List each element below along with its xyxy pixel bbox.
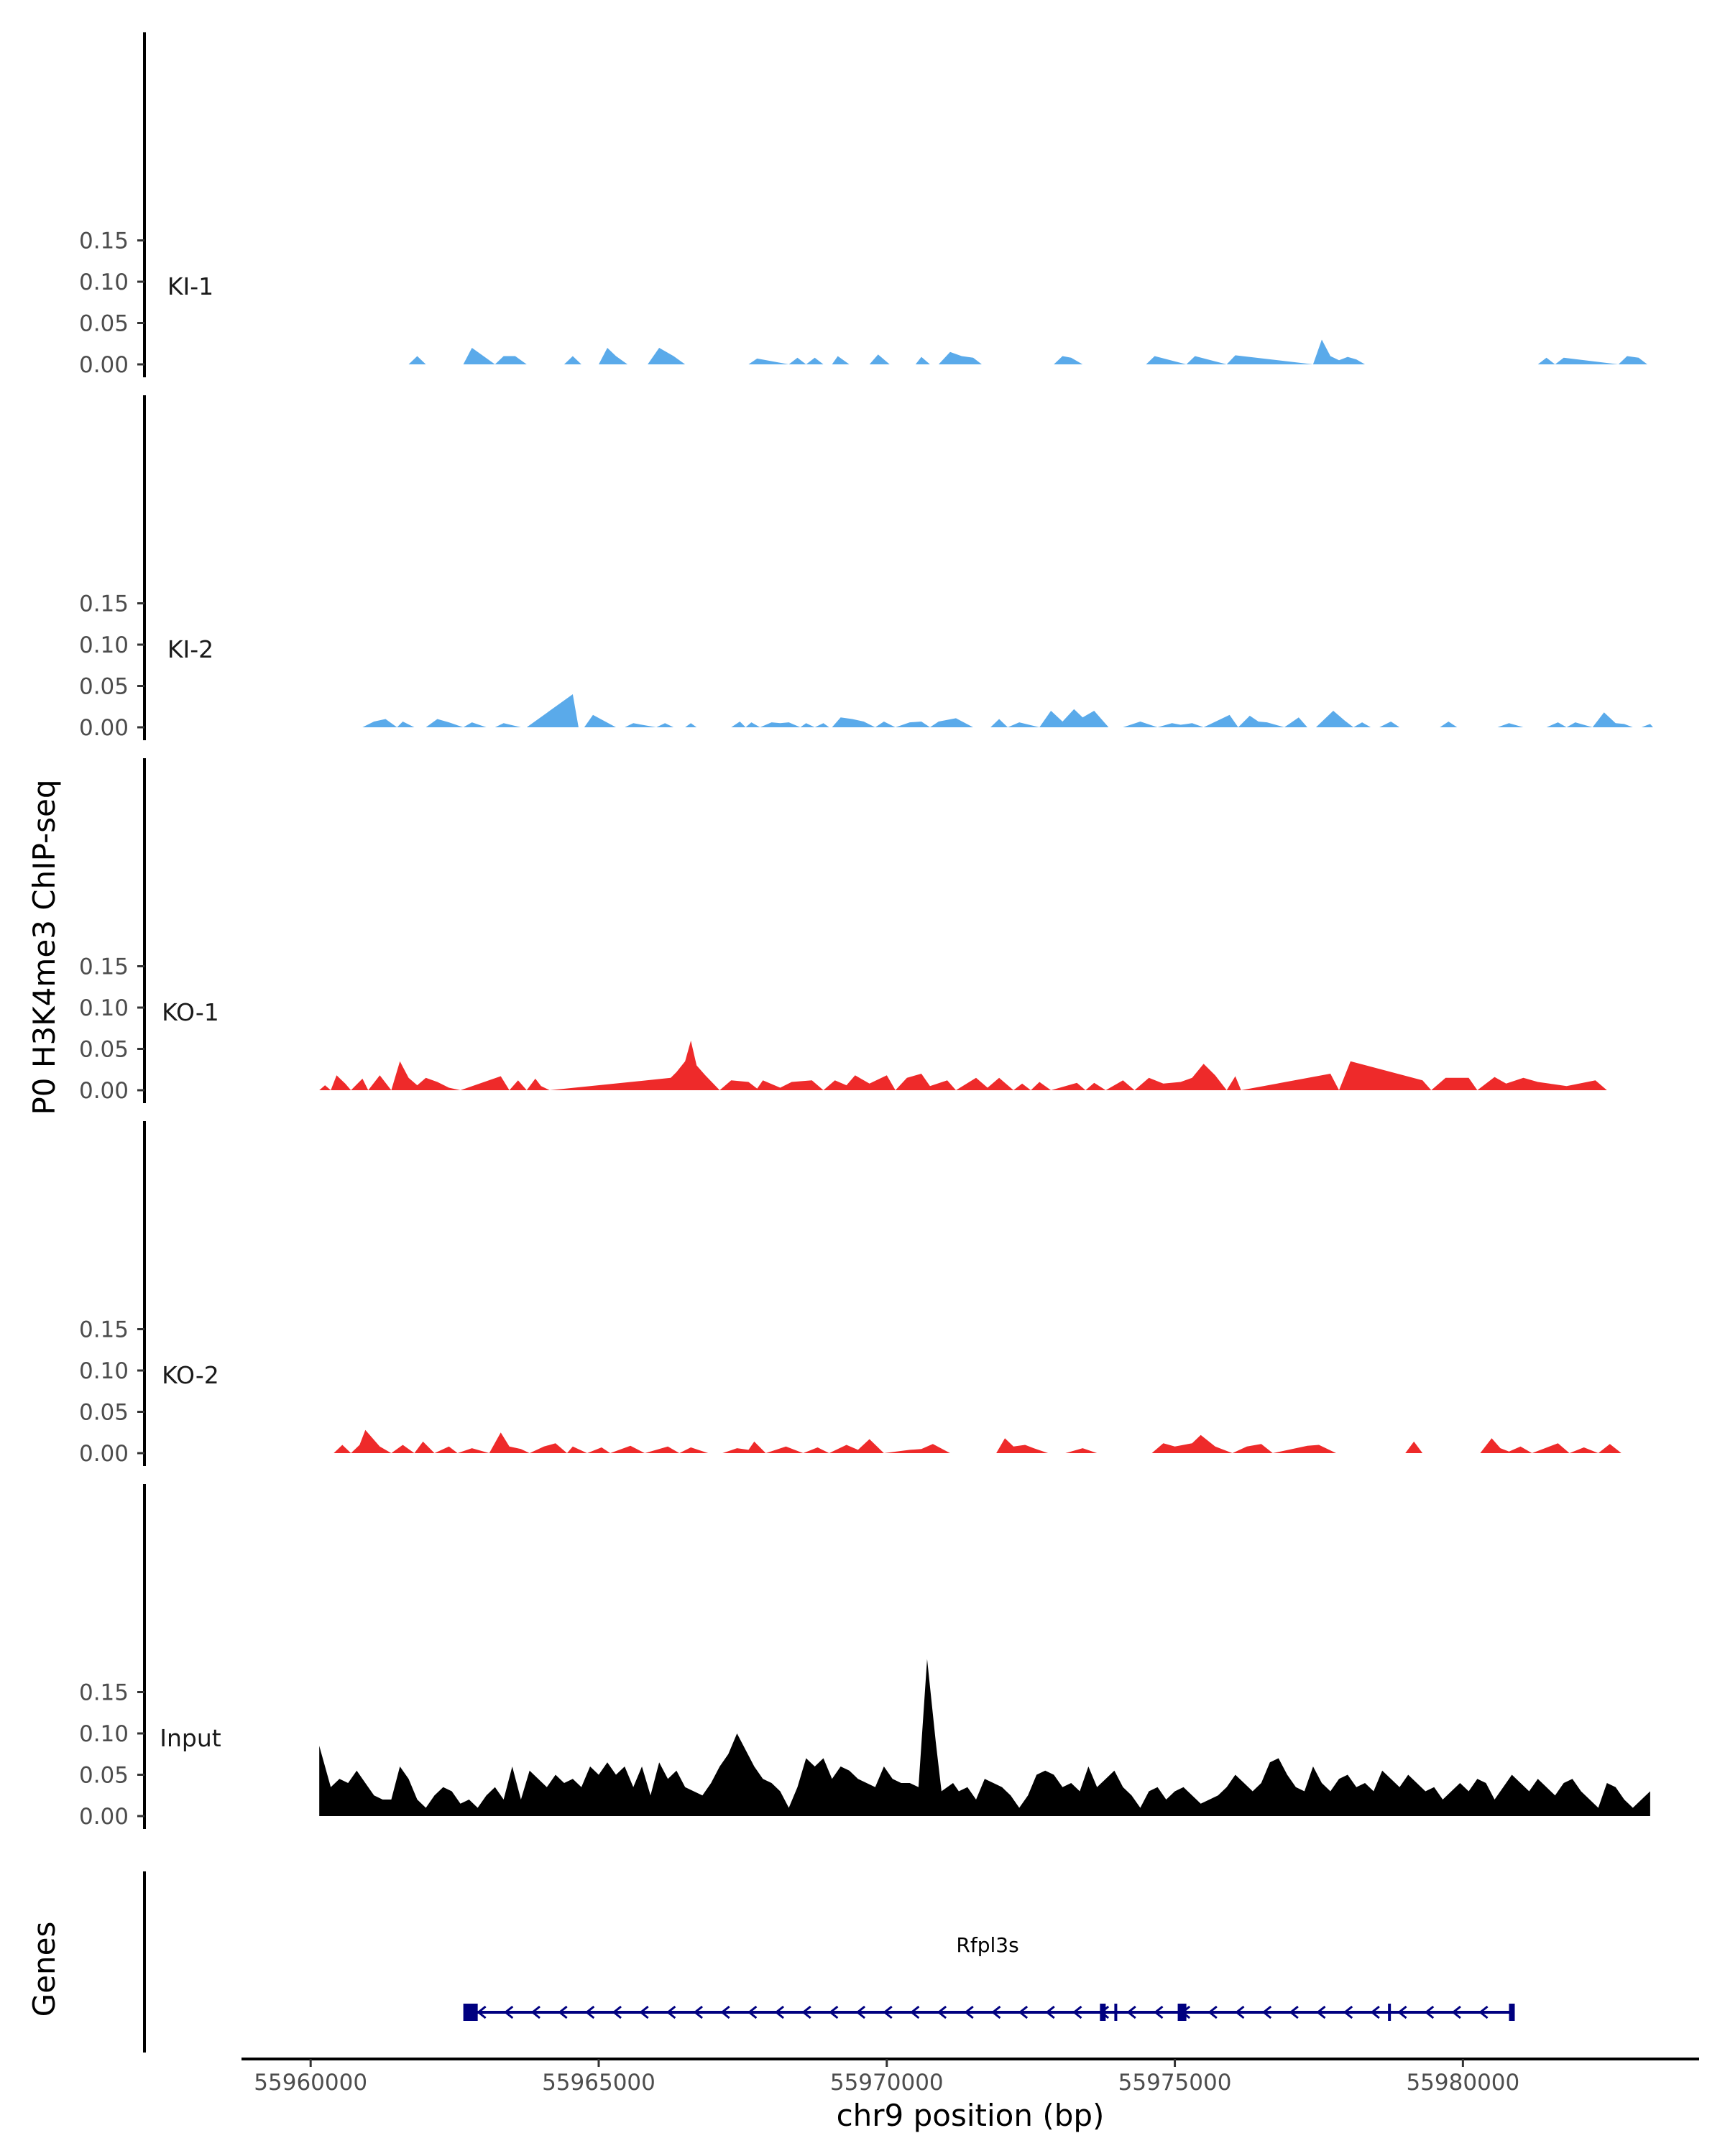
strand-arrow bbox=[1208, 2005, 1218, 2019]
y-tick-label: 0.10 bbox=[79, 1358, 129, 1384]
strand-arrow bbox=[910, 2005, 920, 2019]
x-axis-title: chr9 position (bp) bbox=[837, 2098, 1105, 2133]
strand-arrow bbox=[964, 2005, 974, 2019]
strand-arrow bbox=[1370, 2005, 1380, 2019]
strand-arrow bbox=[829, 2005, 839, 2019]
y-tick-label: 0.15 bbox=[79, 954, 129, 980]
track-label: KO-1 bbox=[162, 998, 219, 1026]
gene-exon bbox=[1114, 2004, 1118, 2021]
y-tick-label: 0.15 bbox=[79, 229, 129, 254]
series-area-input bbox=[319, 1659, 1650, 1816]
strand-arrow bbox=[720, 2005, 730, 2019]
gene-exon bbox=[463, 2004, 478, 2021]
x-tick-label: 55965000 bbox=[542, 2070, 656, 2096]
y-tick-label: 0.10 bbox=[79, 1721, 129, 1747]
y-tick-label: 0.15 bbox=[79, 1317, 129, 1343]
strand-arrow bbox=[1154, 2005, 1164, 2019]
y-tick-label: 0.05 bbox=[79, 674, 129, 700]
x-tick-label: 55980000 bbox=[1406, 2070, 1519, 2096]
y-tick-label: 0.00 bbox=[79, 352, 129, 378]
strand-arrow bbox=[1451, 2005, 1461, 2019]
y-tick-label: 0.00 bbox=[79, 1078, 129, 1104]
y-tick-label: 0.15 bbox=[79, 1680, 129, 1706]
y-tick-label: 0.10 bbox=[79, 632, 129, 658]
track-panel-ko-2: 0.00 0.05 0.10 0.15 KO-2 bbox=[79, 1121, 1633, 1467]
x-tick-label: 55960000 bbox=[254, 2070, 367, 2096]
strand-arrow bbox=[774, 2005, 785, 2019]
strand-arrow bbox=[666, 2005, 676, 2019]
gene-exon bbox=[1177, 2004, 1187, 2021]
track-label: KO-2 bbox=[162, 1361, 219, 1389]
series-area-ki-1 bbox=[408, 339, 1647, 364]
strand-arrow bbox=[693, 2005, 703, 2019]
strand-arrow bbox=[1072, 2005, 1082, 2019]
gene-rfpl3s: Rfpl3s bbox=[463, 1933, 1515, 2021]
x-axis: 55960000 55965000 55970000 55975000 55980000 bbox=[242, 2058, 1699, 2096]
y-tick-label: 0.00 bbox=[79, 1441, 129, 1467]
genes-axis-title: Genes bbox=[27, 1922, 62, 2017]
series-area-ko-2 bbox=[334, 1429, 1633, 1453]
strand-arrow bbox=[558, 2005, 568, 2019]
strand-arrow bbox=[1424, 2005, 1435, 2019]
series-area-ko-1 bbox=[319, 1041, 1607, 1090]
y-tick-label: 0.10 bbox=[79, 995, 129, 1021]
y-tick-label: 0.10 bbox=[79, 270, 129, 295]
strand-arrow bbox=[639, 2005, 649, 2019]
track-label: KI-1 bbox=[167, 272, 213, 300]
strand-arrow bbox=[883, 2005, 893, 2019]
strand-arrow bbox=[1343, 2005, 1353, 2019]
strand-arrow bbox=[747, 2005, 758, 2019]
strand-arrow bbox=[612, 2005, 622, 2019]
strand-arrow bbox=[1289, 2005, 1299, 2019]
series-area-ki-2 bbox=[362, 694, 1653, 727]
track-panel-input: 0.00 0.05 0.10 0.15 Input bbox=[79, 1484, 1650, 1830]
gene-exon bbox=[1100, 2004, 1106, 2021]
track-panel-ko-1: 0.00 0.05 0.10 0.15 KO-1 bbox=[79, 758, 1607, 1104]
strand-arrow bbox=[1045, 2005, 1055, 2019]
strand-arrow bbox=[1018, 2005, 1029, 2019]
strand-arrow bbox=[1126, 2005, 1136, 2019]
strand-arrow bbox=[855, 2005, 866, 2019]
y-axis-title: P0 H3K4me3 ChIP-seq bbox=[27, 779, 62, 1115]
gene-exon bbox=[1388, 2004, 1392, 2021]
strand-arrow bbox=[530, 2005, 540, 2019]
y-tick-label: 0.05 bbox=[79, 1763, 129, 1789]
strand-arrow bbox=[584, 2005, 595, 2019]
track-panel-ki-2: 0.00 0.05 0.10 0.15 KI-2 bbox=[79, 395, 1653, 741]
strand-arrow bbox=[1478, 2005, 1489, 2019]
y-tick-label: 0.05 bbox=[79, 1400, 129, 1426]
genes-layer: Rfpl3s bbox=[143, 1871, 1515, 2053]
gene-label: Rfpl3s bbox=[956, 1933, 1018, 1957]
y-tick-label: 0.15 bbox=[79, 591, 129, 617]
tracks-layer: 0.00 0.05 0.10 0.15 KI-1 0.00 0.05 0.10 0.15 KI-2… bbox=[79, 32, 1653, 1830]
strand-arrow bbox=[991, 2005, 1001, 2019]
y-tick-label: 0.00 bbox=[79, 715, 129, 741]
strand-arrow bbox=[503, 2005, 514, 2019]
strand-arrow bbox=[1261, 2005, 1272, 2019]
strand-arrow bbox=[1397, 2005, 1407, 2019]
strand-arrow bbox=[937, 2005, 947, 2019]
x-tick-label: 55975000 bbox=[1118, 2070, 1232, 2096]
strand-arrow bbox=[1235, 2005, 1245, 2019]
strand-arrow bbox=[801, 2005, 811, 2019]
strand-arrow bbox=[477, 2005, 487, 2019]
track-panel-ki-1: 0.00 0.05 0.10 0.15 KI-1 bbox=[79, 32, 1647, 378]
y-tick-label: 0.05 bbox=[79, 1037, 129, 1063]
gene-exon bbox=[1509, 2004, 1515, 2021]
track-label: Input bbox=[160, 1724, 221, 1752]
track-label: KI-2 bbox=[167, 635, 213, 663]
y-tick-label: 0.05 bbox=[79, 311, 129, 337]
y-tick-label: 0.00 bbox=[79, 1804, 129, 1830]
strand-arrow bbox=[1316, 2005, 1326, 2019]
x-tick-label: 55970000 bbox=[830, 2070, 944, 2096]
